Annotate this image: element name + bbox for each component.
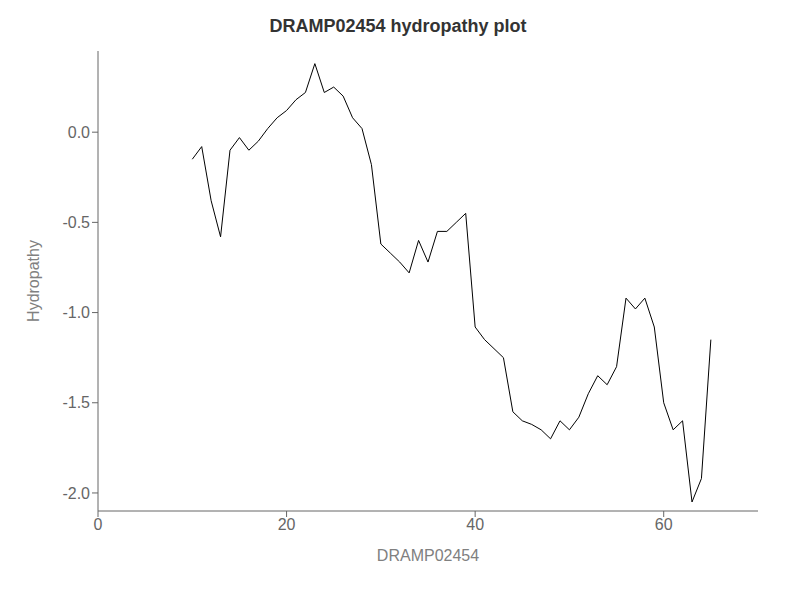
- svg-text:-0.5: -0.5: [62, 214, 90, 231]
- svg-text:20: 20: [278, 516, 296, 533]
- svg-text:40: 40: [466, 516, 484, 533]
- svg-text:60: 60: [655, 516, 673, 533]
- svg-text:-1.5: -1.5: [62, 394, 90, 411]
- html-text:DRAMP02454 hydropathy plot: DRAMP02454 hydropathy plot: [269, 16, 527, 36]
- svg-text:-2.0: -2.0: [62, 485, 90, 502]
- svg-text:DRAMP02454: DRAMP02454: [377, 547, 479, 564]
- svg-text:0.0: 0.0: [68, 124, 90, 141]
- svg-text:-1.0: -1.0: [62, 304, 90, 321]
- svg-text:Hydropathy: Hydropathy: [25, 240, 42, 322]
- svg-text:0: 0: [94, 516, 103, 533]
